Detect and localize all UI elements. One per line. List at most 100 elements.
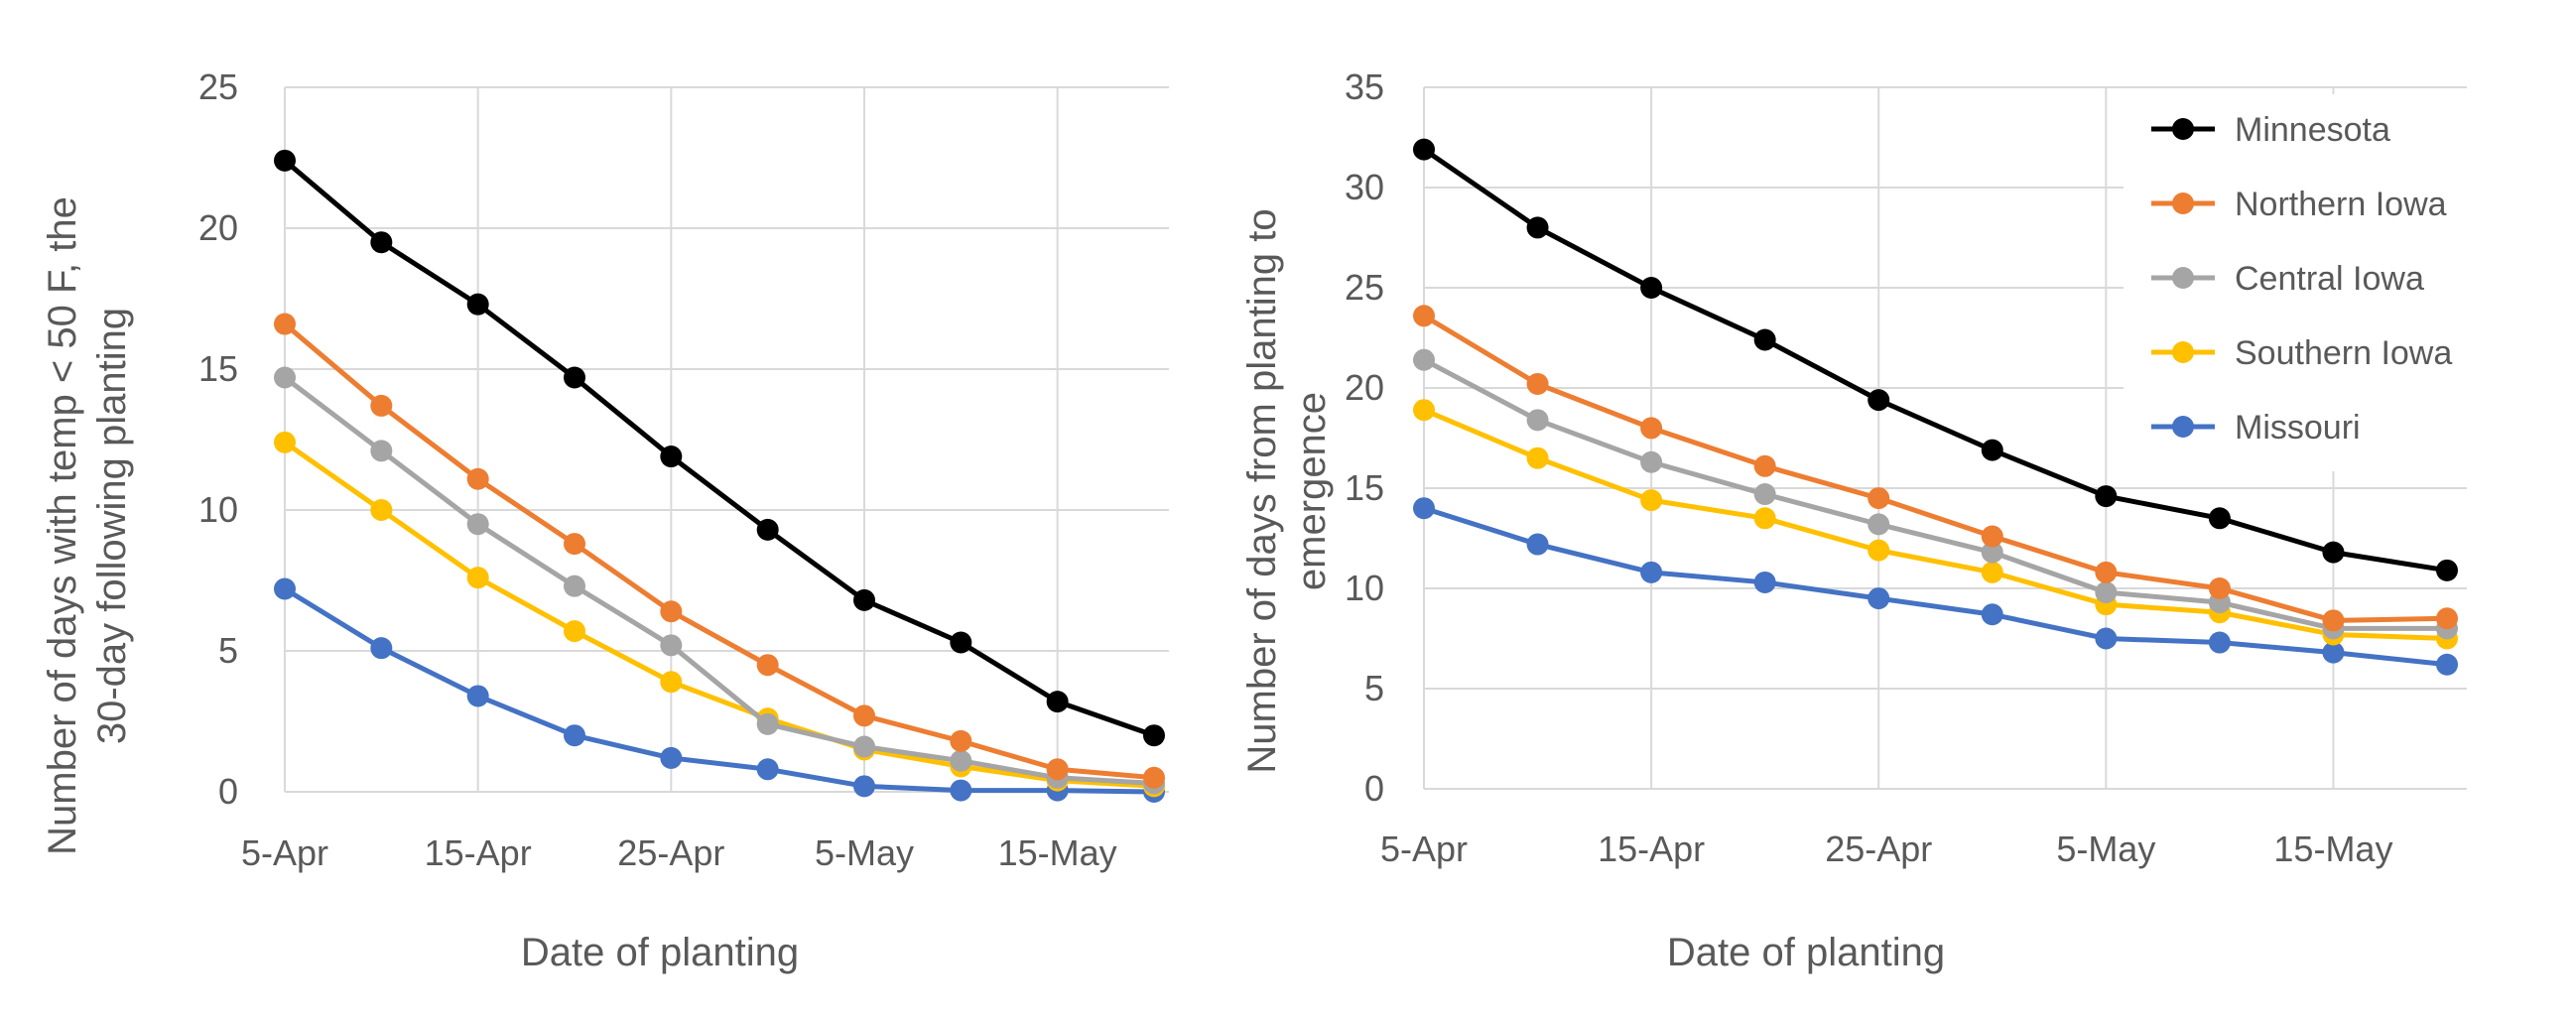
data-point-northern-iowa	[2322, 609, 2345, 632]
data-point-northern-iowa	[466, 467, 489, 490]
data-point-southern-iowa	[660, 671, 683, 694]
legend-item-missouri: Missouri	[2151, 409, 2361, 447]
data-point-central-iowa	[2095, 581, 2118, 604]
data-point-missouri	[564, 724, 585, 747]
y-tick-label: 20	[198, 207, 238, 248]
legend-swatch-marker	[2172, 192, 2194, 214]
left-chart-y-axis-title-line-1: Number of days with temp < 50 F, the	[41, 196, 84, 855]
data-point-missouri	[2322, 641, 2345, 664]
x-tick-label: 5-Apr	[241, 832, 328, 873]
data-point-southern-iowa	[1640, 489, 1663, 512]
x-tick-label: 5-May	[2056, 829, 2155, 869]
data-point-minnesota	[2322, 541, 2345, 564]
legend-item-southern-iowa: Southern Iowa	[2151, 334, 2452, 372]
data-point-central-iowa	[756, 712, 779, 735]
data-point-minnesota	[1640, 277, 1663, 299]
data-point-southern-iowa	[564, 620, 585, 643]
data-point-central-iowa	[564, 574, 585, 597]
data-point-minnesota	[1143, 724, 1165, 747]
y-tick-label: 10	[1345, 568, 1384, 608]
data-point-southern-iowa	[274, 431, 296, 453]
y-tick-label: 10	[198, 489, 238, 530]
legend-swatch-marker	[2172, 416, 2194, 438]
series-line-minnesota	[283, 158, 1155, 738]
data-point-southern-iowa	[466, 567, 489, 589]
data-point-northern-iowa	[2095, 561, 2118, 583]
right-chart-axes	[1423, 87, 2467, 790]
right-chart-y-axis-title-line-2: emergence	[1290, 392, 1334, 590]
data-point-northern-iowa	[1981, 525, 2003, 548]
data-point-missouri	[2436, 653, 2458, 676]
data-point-southern-iowa	[1753, 507, 1776, 530]
y-tick-label: 25	[198, 66, 238, 107]
series-line-minnesota	[1422, 147, 2448, 574]
x-tick-label: 15-Apr	[425, 832, 532, 873]
data-point-minnesota	[853, 588, 875, 611]
data-point-minnesota	[2208, 507, 2231, 530]
left-chart-x-tick-labels: 5-Apr 15-Apr 25-Apr 5-May 15-May	[241, 832, 1117, 873]
data-point-northern-iowa	[2436, 607, 2458, 630]
data-point-central-iowa	[1753, 483, 1776, 506]
data-point-northern-iowa	[1526, 372, 1549, 395]
series-northern-iowa	[1413, 305, 2458, 632]
series-line-southern-iowa	[283, 440, 1155, 789]
data-point-northern-iowa	[1046, 758, 1069, 781]
data-point-minnesota	[1981, 439, 2003, 461]
data-point-missouri	[950, 779, 972, 802]
data-point-missouri	[370, 637, 393, 660]
data-point-minnesota	[2095, 485, 2118, 508]
right-chart-series	[1413, 138, 2458, 676]
data-point-central-iowa	[950, 749, 972, 772]
series-line-missouri	[283, 586, 1155, 795]
data-point-central-iowa	[370, 440, 393, 462]
series-line-central-iowa	[283, 375, 1155, 786]
data-point-minnesota	[950, 631, 972, 654]
data-point-minnesota	[1753, 328, 1776, 351]
data-point-minnesota	[370, 231, 393, 254]
data-point-central-iowa	[1526, 409, 1549, 432]
left-chart-series	[274, 149, 1165, 803]
data-point-central-iowa	[1868, 513, 1890, 536]
data-point-northern-iowa	[853, 704, 875, 727]
x-tick-label: 15-May	[2273, 829, 2392, 869]
legend-item-northern-iowa: Northern Iowa	[2151, 186, 2447, 223]
data-point-minnesota	[1413, 138, 1435, 161]
right-chart-x-axis-title: Date of planting	[1667, 931, 1945, 974]
data-point-missouri	[1753, 571, 1776, 593]
data-point-missouri	[756, 758, 779, 781]
x-tick-label: 25-Apr	[1825, 829, 1932, 869]
data-point-minnesota	[1868, 389, 1890, 412]
left-chart-y-axis-title-line-2: 30-day following planting	[90, 308, 134, 744]
y-tick-label: 15	[1345, 467, 1384, 508]
data-point-missouri	[274, 577, 296, 600]
y-tick-label: 25	[1345, 267, 1384, 308]
data-point-northern-iowa	[2208, 577, 2231, 599]
data-point-northern-iowa	[1868, 487, 1890, 510]
data-point-northern-iowa	[370, 394, 393, 417]
legend-item-central-iowa: Central Iowa	[2151, 260, 2424, 298]
data-point-southern-iowa	[1868, 539, 1890, 562]
data-point-missouri	[1981, 603, 2003, 626]
data-point-minnesota	[564, 366, 585, 389]
y-tick-label: 35	[1345, 66, 1384, 107]
series-line-northern-iowa	[1422, 314, 2448, 623]
data-point-missouri	[1640, 561, 1663, 583]
data-point-minnesota	[756, 518, 779, 541]
legend-swatch-marker	[2172, 341, 2194, 363]
y-tick-label: 15	[198, 348, 238, 389]
right-chart-y-tick-labels: 0 5 10 15 20 25 30 35	[1345, 66, 1384, 809]
legend-label: Southern Iowa	[2235, 334, 2452, 372]
data-point-missouri	[2208, 631, 2231, 654]
series-line-central-iowa	[1422, 357, 2447, 631]
data-point-central-iowa	[466, 513, 489, 536]
right-chart-legend: Minnesota Northern Iowa Central Iowa Southe…	[2124, 94, 2501, 471]
data-point-northern-iowa	[950, 729, 972, 752]
x-tick-label: 15-Apr	[1598, 829, 1705, 869]
data-point-northern-iowa	[1143, 766, 1165, 789]
data-point-northern-iowa	[274, 313, 296, 335]
data-point-northern-iowa	[1640, 417, 1663, 440]
right-chart-x-tick-labels: 5-Apr 15-Apr 25-Apr 5-May 15-May	[1380, 829, 2392, 869]
y-tick-label: 0	[1364, 768, 1384, 809]
x-tick-label: 5-Apr	[1380, 829, 1468, 869]
